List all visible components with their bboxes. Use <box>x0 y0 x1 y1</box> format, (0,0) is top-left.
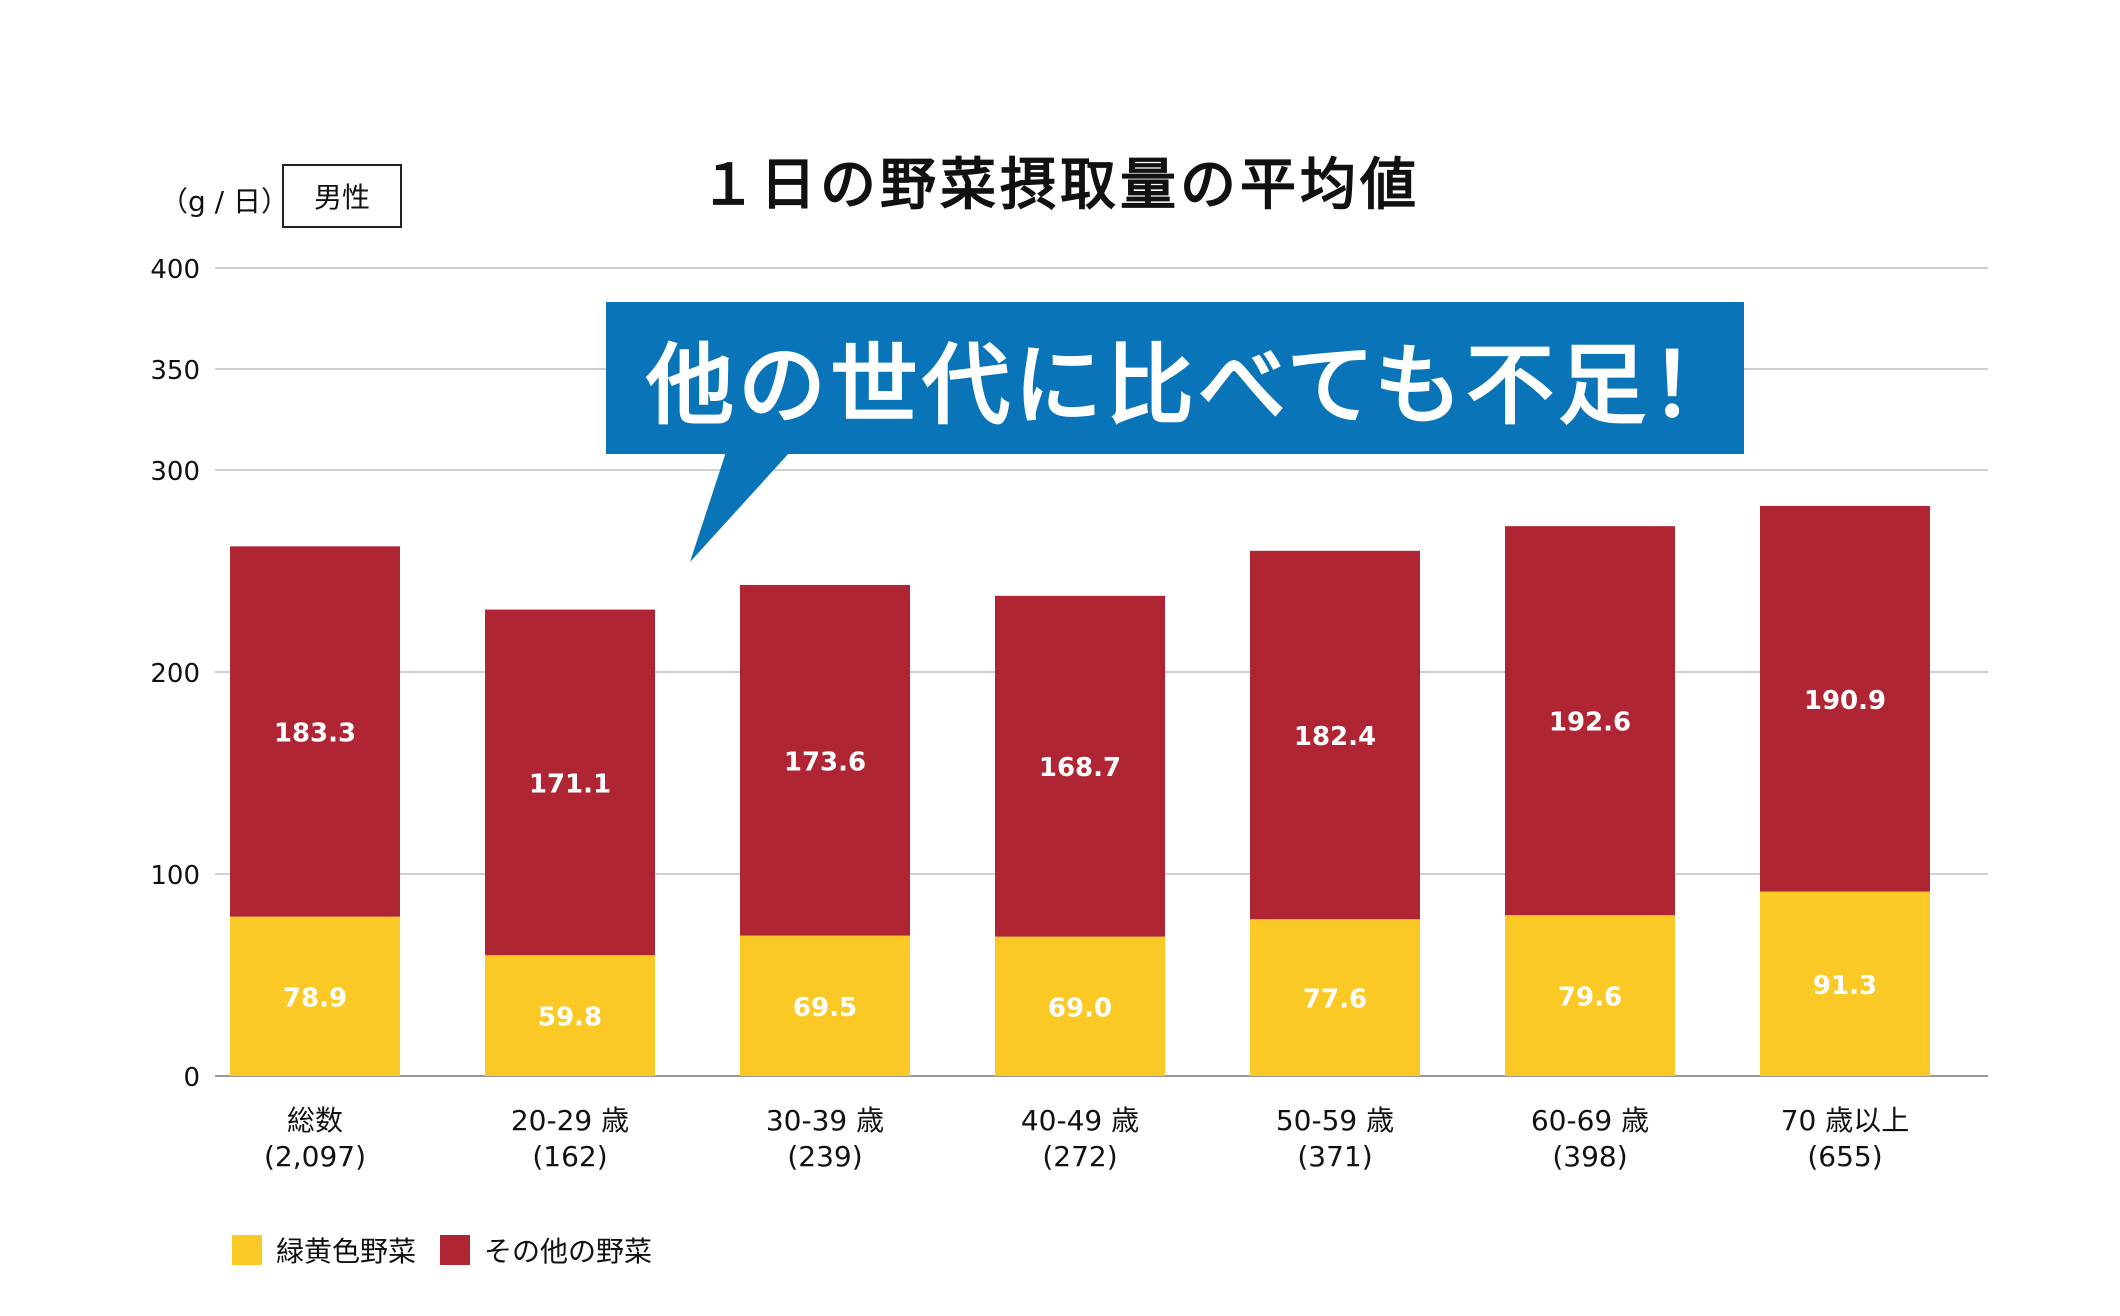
y-tick-label-0: 0 <box>183 1063 200 1093</box>
callout-box: 他の世代に比べても不足！ <box>606 302 1744 454</box>
data-label-other-3: 168.7 <box>1039 753 1121 783</box>
legend-item-green-yellow: 緑黄色野菜 <box>232 1230 416 1270</box>
bar-green-yellow-2 <box>740 935 910 1076</box>
x-category-count-4: (371) <box>1297 1140 1372 1173</box>
x-category-count-2: (239) <box>787 1140 862 1173</box>
data-label-green-yellow-3: 69.0 <box>1048 993 1112 1023</box>
gender-badge: 男性 <box>282 164 402 228</box>
bar-other-4 <box>1250 550 1420 920</box>
data-label-other-5: 192.6 <box>1549 708 1631 738</box>
bar-green-yellow-6 <box>1760 891 1930 1076</box>
x-category-label-5: 60-69 歳 <box>1531 1104 1649 1137</box>
x-category-label-1: 20-29 歳 <box>511 1104 629 1137</box>
data-label-green-yellow-2: 69.5 <box>793 993 857 1023</box>
data-label-other-2: 173.6 <box>784 747 866 777</box>
bar-green-yellow-3 <box>995 936 1165 1076</box>
x-category-label-0: 総数 <box>287 1104 343 1137</box>
data-label-green-yellow-4: 77.6 <box>1303 985 1367 1015</box>
data-label-other-1: 171.1 <box>529 769 611 799</box>
y-tick-label-200: 200 <box>150 659 200 689</box>
legend-item-other: その他の野菜 <box>440 1230 652 1270</box>
y-tick-label-300: 300 <box>150 457 200 487</box>
data-label-green-yellow-5: 79.6 <box>1558 983 1622 1013</box>
data-label-green-yellow-6: 91.3 <box>1813 971 1877 1001</box>
bar-green-yellow-4 <box>1250 919 1420 1076</box>
x-category-count-6: (655) <box>1807 1140 1882 1173</box>
y-tick-label-400: 400 <box>150 255 200 285</box>
x-category-label-3: 40-49 歳 <box>1021 1104 1139 1137</box>
legend-swatch-green-yellow <box>232 1235 262 1265</box>
x-category-count-1: (162) <box>532 1140 607 1173</box>
bar-green-yellow-0 <box>230 916 400 1076</box>
bar-other-3 <box>995 595 1165 937</box>
bar-green-yellow-5 <box>1505 915 1675 1076</box>
x-category-count-5: (398) <box>1552 1140 1627 1173</box>
bar-other-5 <box>1505 526 1675 916</box>
x-category-count-0: (2,097) <box>264 1140 366 1173</box>
data-label-other-6: 190.9 <box>1804 686 1886 716</box>
x-category-label-2: 30-39 歳 <box>766 1104 884 1137</box>
legend-label-other: その他の野菜 <box>484 1235 653 1268</box>
y-unit-label: （g / 日） <box>160 185 290 218</box>
bar-green-yellow-1 <box>485 955 655 1076</box>
bar-other-1 <box>485 609 655 956</box>
callout-tail <box>690 452 790 562</box>
y-tick-label-100: 100 <box>150 861 200 891</box>
y-tick-label-350: 350 <box>150 356 200 386</box>
data-label-other-4: 182.4 <box>1294 722 1376 752</box>
legend-swatch-other <box>440 1235 470 1265</box>
x-category-label-6: 70 歳以上 <box>1781 1104 1910 1137</box>
bar-other-0 <box>230 546 400 917</box>
bar-other-6 <box>1760 505 1930 892</box>
x-category-label-4: 50-59 歳 <box>1276 1104 1394 1137</box>
legend-label-green-yellow: 緑黄色野菜 <box>276 1235 417 1268</box>
chart-title: １日の野菜摂取量の平均値 <box>700 153 1420 218</box>
data-label-other-0: 183.3 <box>274 718 356 748</box>
data-label-green-yellow-1: 59.8 <box>538 1003 602 1033</box>
data-label-green-yellow-0: 78.9 <box>283 983 347 1013</box>
x-category-count-3: (272) <box>1042 1140 1117 1173</box>
bar-other-2 <box>740 584 910 936</box>
